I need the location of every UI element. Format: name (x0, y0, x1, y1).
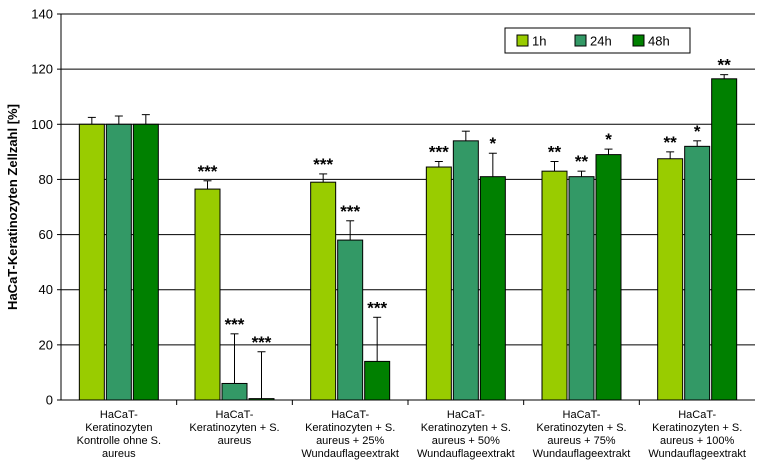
significance-label: *** (198, 162, 218, 181)
bar-48h-5 (711, 78, 738, 401)
bar-48h-3 (479, 176, 506, 401)
bar-48h-4 (595, 154, 622, 401)
significance-label: *** (225, 315, 245, 334)
x-category-label: HaCaT-Keratinozyten + S. aureus + 75% Wund… (533, 409, 631, 460)
significance-label: *** (252, 333, 272, 352)
bar-48h-0 (132, 123, 159, 401)
significance-label: ** (575, 152, 589, 171)
legend-label-24h: 24h (590, 34, 612, 49)
x-category-label: HaCaT-Keratinozyten + S. aureus + 25% Wund… (301, 409, 399, 460)
x-category-labels: HaCaT-Keratinozyten Kontrolle ohne S. aure… (77, 400, 746, 460)
x-category-label: HaCaT-Keratinozyten + S. aureus + 50% Wund… (417, 409, 515, 460)
bar-1h-2 (310, 181, 337, 401)
y-tick-labels: 0 20 40 60 80 100 120 140 (31, 7, 61, 408)
legend-frame (504, 27, 691, 54)
significance-label: *** (429, 143, 449, 162)
legend-label-1h: 1h (532, 34, 546, 49)
bar-1h-4 (541, 170, 568, 401)
y-tick-label: 40 (39, 282, 53, 297)
x-category-label: HaCaT-Keratinozyten + S. aureus (189, 409, 279, 447)
legend-swatch-1h (516, 34, 529, 47)
bar-24h-2 (337, 239, 364, 401)
x-category-label: HaCaT-Keratinozyten + S. aureus + 100% Wun… (648, 409, 746, 460)
bar-1h-5 (657, 158, 684, 401)
legend-label-48h: 48h (648, 34, 670, 49)
significance-label: *** (367, 298, 387, 317)
significance-label: * (490, 134, 497, 153)
y-tick-label: 120 (31, 62, 53, 77)
legend-swatch-48h (632, 34, 645, 47)
bar-1h-0 (78, 123, 105, 401)
y-axis-label: HaCaT-Keratinozyten Zellzahl [%] (5, 104, 20, 310)
y-tick-label: 100 (31, 117, 53, 132)
bar-24h-5 (684, 145, 711, 401)
bar-48h-2 (364, 360, 391, 401)
bar-series: ********************* * ***** ***** (78, 56, 738, 401)
bar-24h-1 (221, 382, 248, 401)
significance-label: ** (664, 133, 678, 152)
legend-swatch-24h (574, 34, 587, 47)
significance-label: *** (313, 155, 333, 174)
axes (60, 14, 755, 401)
significance-label: ** (548, 143, 562, 162)
bar-1h-3 (425, 166, 452, 401)
y-tick-label: 140 (31, 7, 53, 22)
bar-24h-3 (452, 140, 479, 401)
significance-label: * (694, 122, 701, 141)
bar-1h-1 (194, 188, 221, 401)
bar-24h-4 (568, 176, 595, 401)
y-tick-label: 60 (39, 227, 53, 242)
significance-label: ** (718, 56, 732, 75)
significance-label: *** (340, 202, 360, 221)
y-tick-label: 20 (39, 337, 53, 352)
significance-label: * (605, 130, 612, 149)
y-tick-label: 80 (39, 172, 53, 187)
legend: 1h 24h 48h (504, 27, 691, 54)
gridlines (61, 13, 755, 401)
y-tick-label: 0 (46, 393, 53, 408)
bar-24h-0 (105, 123, 132, 401)
x-category-label: HaCaT-Keratinozyten Kontrolle ohne S. aure… (77, 409, 161, 460)
